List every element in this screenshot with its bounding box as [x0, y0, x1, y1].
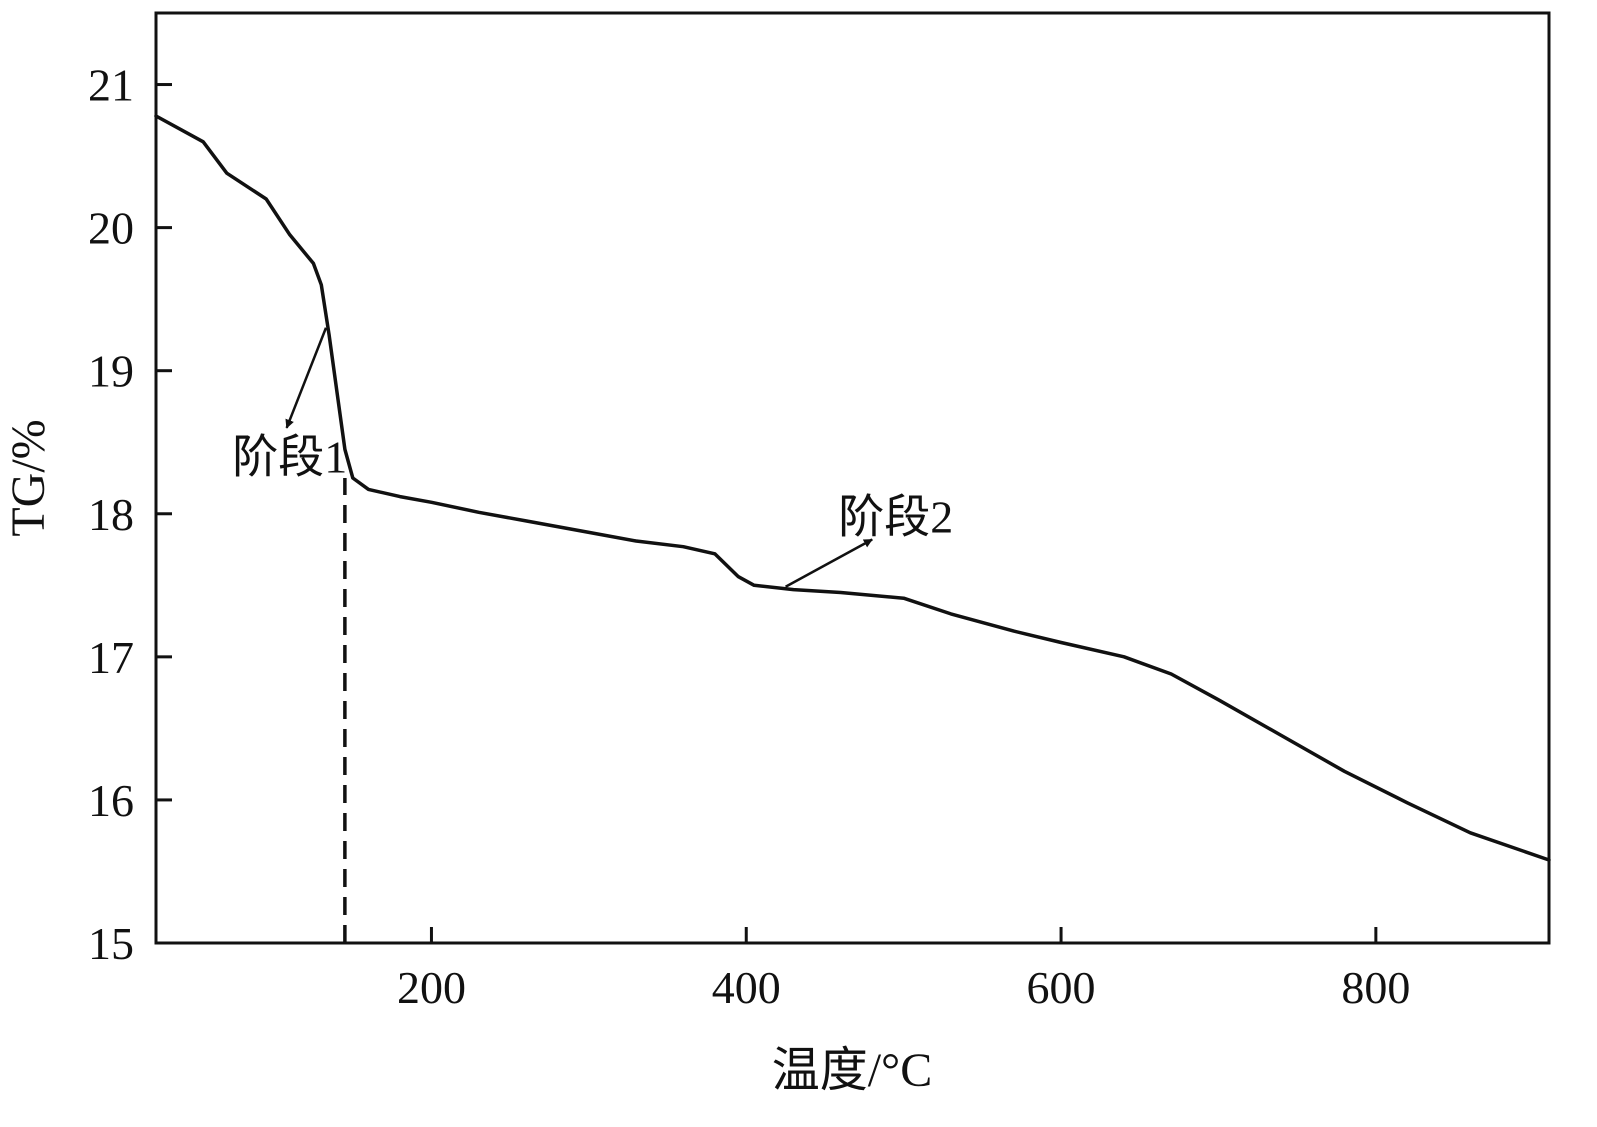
annotation-label: 阶段2	[838, 492, 953, 543]
plot-frame	[154, 11, 1551, 945]
annotation-arrow	[285, 327, 328, 429]
x-axis-label: 温度/°C	[772, 1044, 933, 1097]
y-tick-label: 16	[88, 775, 134, 826]
y-tick-label: 19	[88, 346, 134, 397]
x-tick-label: 200	[397, 962, 466, 1013]
annotation-label: 阶段1	[232, 432, 347, 483]
y-tick-label: 18	[88, 489, 134, 540]
x-tick-label: 800	[1341, 962, 1410, 1013]
annotation-arrow	[785, 538, 873, 588]
tg-curve	[154, 114, 1551, 862]
x-axis-ticks: 200 400 600 800	[397, 927, 1410, 1013]
annotation-layer: 阶段1 阶段2	[232, 327, 953, 588]
y-tick-label: 15	[88, 918, 134, 969]
x-tick-label: 600	[1027, 962, 1096, 1013]
y-axis-label: TG/%	[2, 419, 55, 536]
series-layer	[154, 114, 1551, 862]
y-tick-label: 17	[88, 632, 134, 683]
y-tick-label: 21	[88, 60, 134, 111]
y-axis-ticks: 15 16 17 18 19 20 21	[88, 60, 172, 969]
x-tick-label: 400	[712, 962, 781, 1013]
y-tick-label: 20	[88, 203, 134, 254]
